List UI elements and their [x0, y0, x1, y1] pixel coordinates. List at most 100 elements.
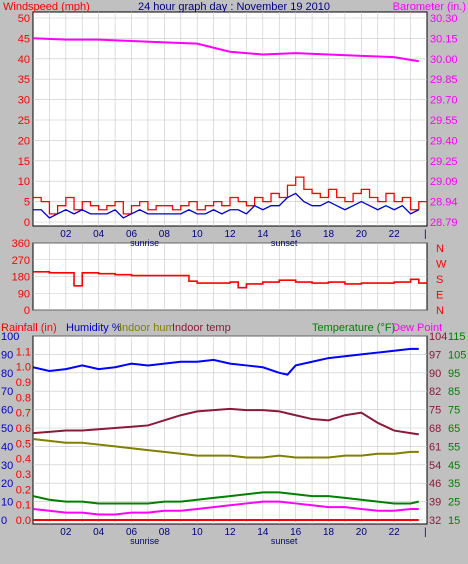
y-tick-baro-28.94: 28.94	[430, 197, 458, 209]
y-tick-baro-29.25: 29.25	[430, 156, 458, 168]
y-tick-rain-0.2: 0.2	[16, 484, 31, 496]
y-tick-wind-45: 45	[18, 33, 30, 45]
y-tick-baro-29.40: 29.40	[430, 135, 458, 147]
x-tick-0-22: 22	[389, 229, 401, 240]
y-tick-rain-0.1: 0.1	[16, 500, 31, 512]
x-tick-0-16: 16	[290, 229, 302, 240]
y-tick-wind-15: 15	[18, 156, 30, 168]
y-tick-tin-39: 39	[429, 497, 441, 509]
page-title: 24 hour graph day : November 19 2010	[138, 1, 330, 13]
y-tick-tout-45: 45	[448, 460, 460, 472]
series-temperature	[32, 491, 420, 505]
x-tick-0-02: 02	[60, 229, 72, 240]
y-tick-baro-29.55: 29.55	[430, 115, 458, 127]
y-tick-wind-40: 40	[18, 54, 30, 66]
x-tick-0-04: 04	[93, 229, 105, 240]
y-tick-wind-10: 10	[18, 176, 30, 188]
legend-temperature: Temperature (°F)	[312, 322, 395, 334]
x-tick-2-18: 18	[323, 527, 335, 538]
windspeed-axis-title: Windspeed (mph)	[3, 1, 90, 13]
legend-indoor-hum: Indoor hum	[119, 322, 175, 334]
y-tick-tout-85: 85	[448, 386, 460, 398]
x-tick-2-10: 10	[192, 527, 204, 538]
x-tick-0-18: 18	[323, 229, 335, 240]
y-tick-pct-60: 60	[1, 405, 13, 417]
y-tick-rain-0.9: 0.9	[16, 377, 31, 389]
x-tick-2-02: 02	[60, 527, 72, 538]
sunrise-label-0: sunrise	[130, 238, 159, 248]
compass-label-0: N	[436, 243, 444, 255]
legend-rainfall: Rainfall (in)	[1, 322, 57, 334]
y-tick-rain-1.1: 1.1	[16, 346, 31, 358]
x-tick-0-08: 08	[159, 229, 171, 240]
y-tick-tin-75: 75	[429, 405, 441, 417]
y-tick-baro-29.70: 29.70	[430, 95, 458, 107]
x-tick-0-10: 10	[192, 229, 204, 240]
y-tick-baro-30.30: 30.30	[430, 13, 458, 25]
x-tick-0-14: 14	[257, 229, 269, 240]
sunrise-label-2: sunrise	[130, 536, 159, 546]
y-tick-tout-65: 65	[448, 423, 460, 435]
x-tick-2-16: 16	[290, 527, 302, 538]
x-tick-2-08: 08	[159, 527, 171, 538]
x-tick-end-2: |	[424, 527, 427, 538]
y-tick-rain-0.5: 0.5	[16, 438, 31, 450]
x-tick-2-22: 22	[389, 527, 401, 538]
y-tick-tin-46: 46	[429, 478, 441, 490]
compass-label-4: N	[436, 305, 444, 317]
y-tick-pct-10: 10	[1, 497, 13, 509]
x-tick-2-06: 06	[126, 527, 138, 538]
y-tick-pct-30: 30	[1, 460, 13, 472]
legend-indoor-temp: Indoor temp	[172, 322, 231, 334]
y-tick-tout-105: 105	[448, 349, 466, 361]
series-indoor_hum	[32, 438, 419, 459]
series-humidity	[32, 347, 419, 376]
y-tick-pct-70: 70	[1, 386, 13, 398]
y-tick-dir-0: 0	[24, 305, 30, 317]
series-indoor_temp	[32, 407, 419, 436]
y-tick-tin-90: 90	[429, 368, 441, 380]
y-tick-tout-35: 35	[448, 478, 460, 490]
y-tick-tout-115: 115	[448, 331, 466, 343]
x-tick-end-0: |	[424, 229, 427, 240]
y-tick-rain-0.8: 0.8	[16, 392, 31, 404]
series-avgwind	[33, 192, 420, 219]
y-tick-tout-75: 75	[448, 405, 460, 417]
y-tick-tin-61: 61	[429, 441, 441, 453]
y-tick-pct-40: 40	[1, 441, 13, 453]
y-tick-pct-20: 20	[1, 478, 13, 490]
compass-label-3: E	[436, 290, 443, 302]
y-tick-wind-50: 50	[18, 13, 30, 25]
x-tick-2-04: 04	[93, 527, 105, 538]
sunset-label-0: sunset	[271, 238, 298, 248]
y-tick-wind-30: 30	[18, 95, 30, 107]
y-tick-rain-0.4: 0.4	[16, 454, 31, 466]
y-tick-dir-360: 360	[12, 238, 30, 250]
y-tick-dir-270: 270	[12, 255, 30, 267]
series-direction	[33, 271, 427, 289]
y-tick-tin-82: 82	[429, 386, 441, 398]
series-gust	[33, 176, 427, 215]
y-tick-pct-50: 50	[1, 423, 13, 435]
y-tick-tout-55: 55	[448, 441, 460, 453]
y-tick-pct-100: 100	[1, 331, 19, 343]
x-tick-2-20: 20	[356, 527, 368, 538]
y-tick-baro-28.79: 28.79	[430, 217, 458, 229]
y-tick-tin-97: 97	[429, 349, 441, 361]
compass-label-1: W	[436, 259, 447, 271]
y-tick-rain-0.3: 0.3	[16, 469, 31, 481]
y-tick-tout-15: 15	[448, 515, 460, 527]
y-tick-rain-0.7: 0.7	[16, 408, 31, 420]
series-dew_point	[32, 500, 419, 516]
x-tick-0-06: 06	[126, 229, 138, 240]
y-tick-rain-1.0: 1.0	[16, 362, 31, 374]
y-tick-wind-35: 35	[18, 74, 30, 86]
y-tick-pct-80: 80	[1, 368, 13, 380]
compass-label-2: S	[436, 274, 443, 286]
y-tick-rain-0.0: 0.0	[16, 515, 31, 527]
y-tick-tin-32: 32	[429, 515, 441, 527]
y-tick-baro-30.00: 30.00	[430, 54, 458, 66]
